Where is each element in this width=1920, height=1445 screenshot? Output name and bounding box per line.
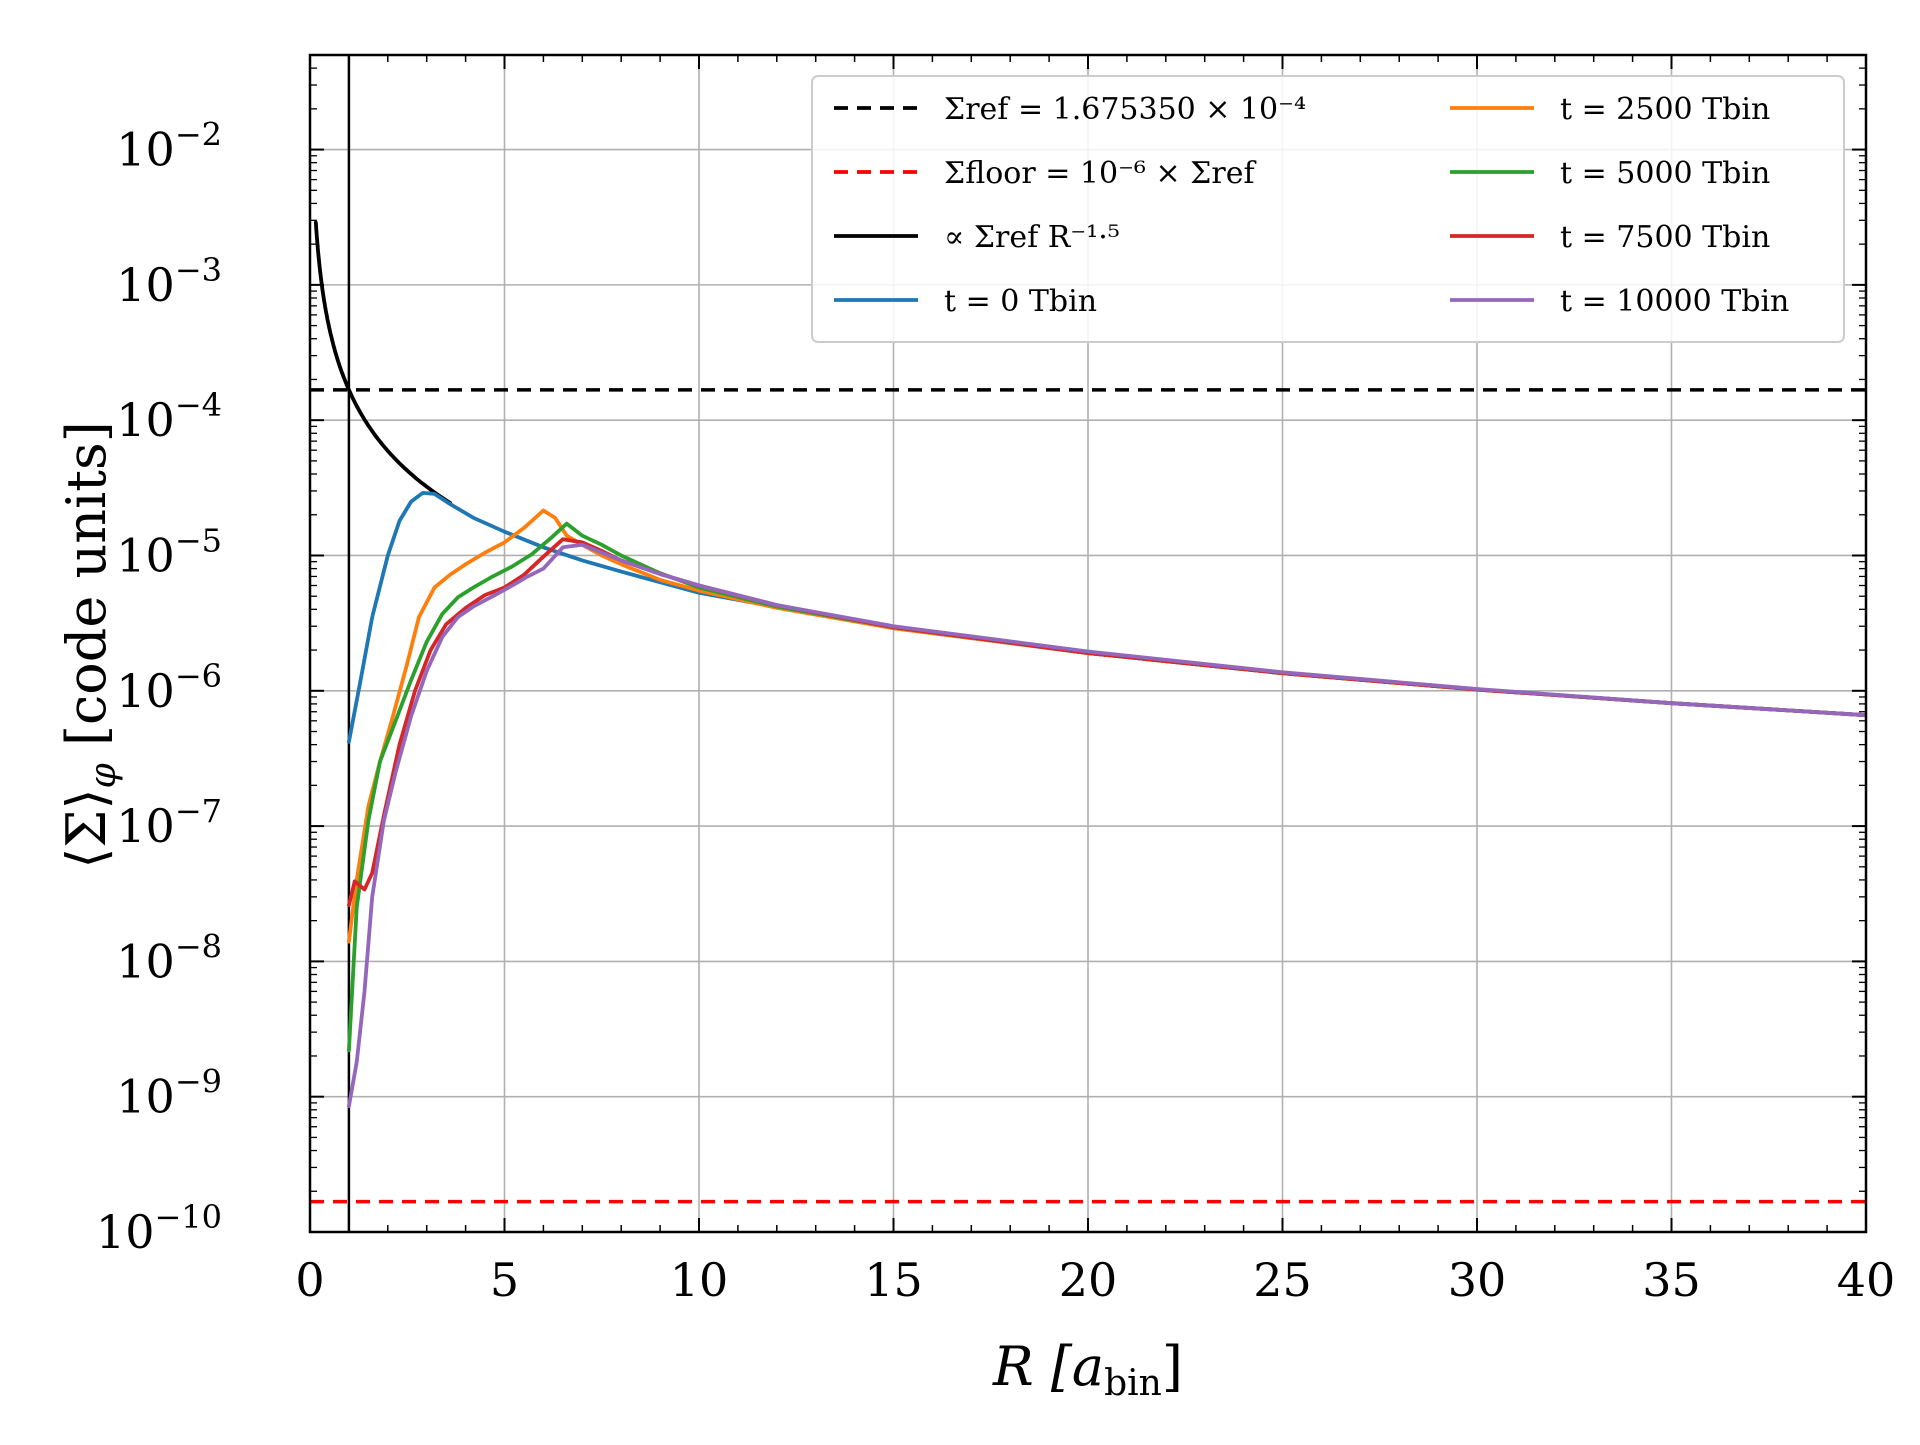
y-tick-label-base: 10 [116, 123, 175, 177]
y-tick-label: 10−4 [116, 386, 222, 447]
y-tick-label: 10−6 [116, 657, 222, 718]
legend-label-sigma-floor: Σfloor = 10⁻⁶ × Σref [944, 156, 1256, 191]
series-power-law [313, 220, 452, 505]
y-tick-label: 10−9 [116, 1063, 222, 1124]
y-tick-label-exponent: −7 [175, 792, 222, 830]
ticks [309, 54, 1867, 1233]
x-axis-label-close: ] [1162, 1335, 1183, 1398]
series-t10000 [347, 542, 1866, 1109]
y-tick-label: 10−2 [116, 116, 222, 177]
y-tick-label-base: 10 [116, 393, 175, 447]
legend-label-t7500: t = 7500 Tbin [1560, 220, 1770, 255]
y-tick-label: 10−3 [116, 251, 222, 312]
y-tick-label-exponent: −4 [175, 386, 222, 424]
x-axis-label-main: R [a [992, 1335, 1104, 1398]
legend-label-t0: t = 0 Tbin [944, 284, 1097, 319]
y-tick-label-exponent: −8 [175, 927, 222, 965]
y-axis-label: ⟨Σ⟩φ [code units] [55, 421, 124, 869]
y-tick-label-exponent: −9 [175, 1063, 222, 1101]
y-tick-label: 10−8 [116, 927, 222, 988]
y-tick-label: 10−7 [116, 792, 222, 853]
legend-entry-t2500: t = 2500 Tbin [1450, 92, 1770, 127]
legend-label-sigma-ref: Σref = 1.675350 × 10⁻⁴ [944, 92, 1306, 127]
x-tick-label: 10 [670, 1253, 729, 1307]
y-tick-label-base: 10 [96, 1205, 155, 1259]
x-tick-label: 20 [1059, 1253, 1118, 1307]
legend-label-t2500: t = 2500 Tbin [1560, 92, 1770, 127]
legend-entry-sigma-ref: Σref = 1.675350 × 10⁻⁴ [834, 92, 1306, 127]
y-tick-label-exponent: −6 [175, 657, 222, 695]
x-axis-label: R [abin] [992, 1335, 1183, 1404]
legend-label-t10000: t = 10000 Tbin [1560, 284, 1789, 319]
x-tick-label: 5 [490, 1253, 519, 1307]
x-tick-label: 15 [864, 1253, 923, 1307]
legend-entry-power-law: ∝ Σref R⁻¹·⁵ [834, 220, 1120, 255]
y-tick-label-exponent: −5 [175, 521, 222, 559]
x-tick-label: 35 [1642, 1253, 1701, 1307]
legend-box [811, 75, 1845, 343]
y-axis-label-main: ⟨Σ⟩ [55, 788, 118, 868]
x-tick-label: 40 [1837, 1253, 1896, 1307]
y-axis-label-sub: φ [83, 762, 124, 788]
x-tick-label: 30 [1448, 1253, 1507, 1307]
y-tick-label-base: 10 [116, 258, 175, 312]
y-tick-label-base: 10 [116, 664, 175, 718]
y-tick-label: 10−5 [116, 521, 222, 582]
series-layer [310, 55, 1866, 1232]
legend-label-power-law: ∝ Σref R⁻¹·⁵ [944, 220, 1120, 255]
y-tick-label-exponent: −10 [154, 1198, 222, 1236]
y-tick-label-base: 10 [116, 1070, 175, 1124]
legend-entry-t5000: t = 5000 Tbin [1450, 156, 1770, 191]
legend-entry-t0: t = 0 Tbin [834, 284, 1097, 319]
y-tick-label: 10−10 [96, 1198, 222, 1259]
y-tick-label-exponent: −3 [175, 251, 222, 289]
y-tick-label-base: 10 [116, 528, 175, 582]
legend-entry-t7500: t = 7500 Tbin [1450, 220, 1770, 255]
y-tick-label-base: 10 [116, 934, 175, 988]
x-tick-label: 25 [1253, 1253, 1312, 1307]
legend: Σref = 1.675350 × 10⁻⁴ Σfloor = 10⁻⁶ × Σr… [811, 75, 1845, 343]
legend-entry-t10000: t = 10000 Tbin [1450, 284, 1789, 319]
y-tick-label-base: 10 [116, 799, 175, 853]
y-axis-label-rest: [code units] [55, 421, 118, 763]
y-tick-label-exponent: −2 [175, 116, 222, 154]
x-tick-label: 0 [295, 1253, 324, 1307]
legend-label-t5000: t = 5000 Tbin [1560, 156, 1770, 191]
x-axis-label-sub: bin [1104, 1363, 1162, 1404]
legend-entry-sigma-floor: Σfloor = 10⁻⁶ × Σref [834, 156, 1256, 191]
legend-items: Σref = 1.675350 × 10⁻⁴ Σfloor = 10⁻⁶ × Σr… [834, 92, 1789, 319]
tick-labels: 0 5 10 15 20 25 30 35 4010−1010−910−810−710−610−… [96, 116, 1895, 1307]
